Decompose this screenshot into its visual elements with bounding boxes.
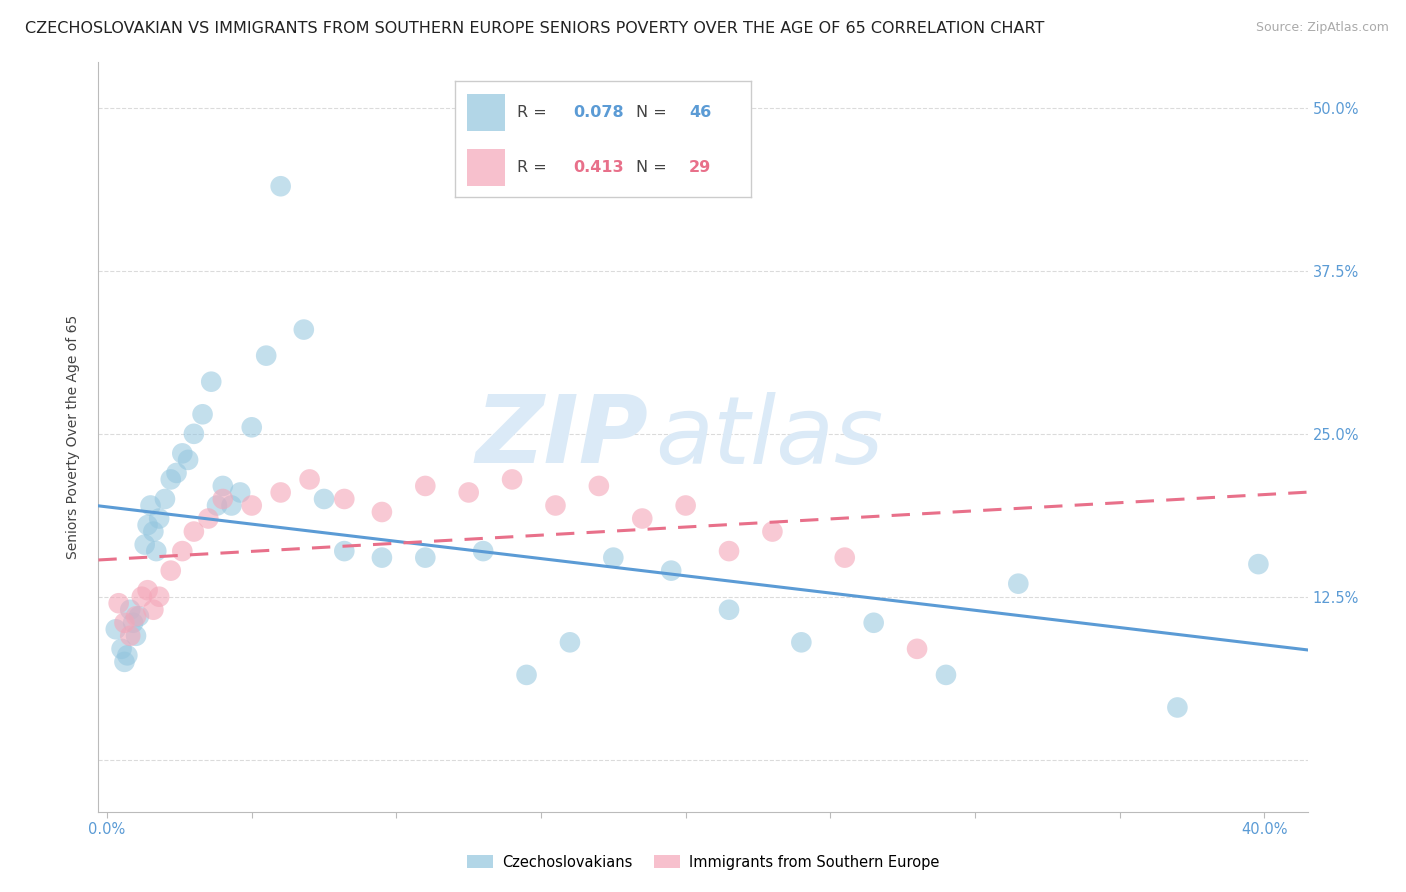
Point [240,420,263,434]
Point [413,479,436,493]
Point [183,524,205,539]
Point [172,446,194,460]
Point [139,499,162,513]
Point [472,544,495,558]
Legend: Czechoslovakians, Immigrants from Southern Europe: Czechoslovakians, Immigrants from Southe… [461,849,945,876]
Point [120,629,142,643]
Point [602,550,624,565]
Point [114,655,136,669]
Point [128,609,150,624]
Point [191,407,214,421]
Point [197,511,219,525]
Text: ZIP: ZIP [475,391,648,483]
Point [148,590,170,604]
Point [862,615,884,630]
Point [114,615,136,630]
Text: CZECHOSLOVAKIAN VS IMMIGRANTS FROM SOUTHERN EUROPE SENIORS POVERTY OVER THE AGE : CZECHOSLOVAKIAN VS IMMIGRANTS FROM SOUTH… [25,21,1045,36]
Point [718,544,741,558]
Point [107,596,129,610]
Point [166,466,188,480]
Point [117,648,139,663]
Point [544,499,567,513]
Point [221,499,243,513]
Point [1166,700,1188,714]
Point [142,524,165,539]
Point [270,179,292,194]
Point [125,629,148,643]
Point [183,426,205,441]
Point [675,499,697,513]
Point [515,668,537,682]
Point [110,641,132,656]
Point [371,505,394,519]
Point [104,622,127,636]
Point [177,453,200,467]
Point [292,322,315,336]
Point [153,491,176,506]
Point [159,472,181,486]
Point [333,544,356,558]
Point [125,609,148,624]
Point [413,550,436,565]
Point [145,544,167,558]
Point [229,485,252,500]
Point [270,485,292,500]
Point [211,491,233,506]
Point [905,641,928,656]
Point [333,491,356,506]
Point [254,349,277,363]
Point [501,472,523,486]
Point [136,518,159,533]
Point [172,544,194,558]
Point [935,668,957,682]
Point [148,511,170,525]
Point [1007,576,1029,591]
Point [298,472,321,486]
Point [790,635,813,649]
Point [136,583,159,598]
Point [834,550,856,565]
Point [159,564,181,578]
Point [718,603,741,617]
Point [134,538,156,552]
Point [631,511,654,525]
Y-axis label: Seniors Poverty Over the Age of 65: Seniors Poverty Over the Age of 65 [66,315,80,559]
Point [120,603,142,617]
Point [457,485,479,500]
Point [312,491,335,506]
Point [588,479,610,493]
Point [761,524,783,539]
Text: atlas: atlas [655,392,883,483]
Point [131,590,153,604]
Text: Source: ZipAtlas.com: Source: ZipAtlas.com [1256,21,1389,34]
Point [1247,557,1270,571]
Point [122,615,145,630]
Point [142,603,165,617]
Point [200,375,222,389]
Point [240,499,263,513]
Point [558,635,581,649]
Point [205,499,228,513]
Point [371,550,394,565]
Point [659,564,682,578]
Point [211,479,233,493]
